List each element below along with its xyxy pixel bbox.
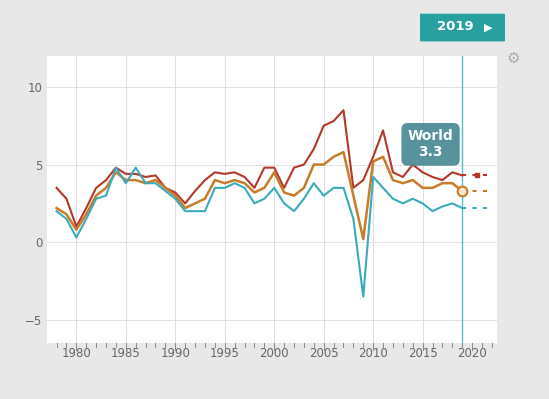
- Text: ▶: ▶: [484, 22, 492, 33]
- Text: ⚙: ⚙: [507, 50, 520, 65]
- Text: World
3.3: World 3.3: [408, 129, 453, 160]
- FancyBboxPatch shape: [414, 13, 511, 42]
- Text: 2019: 2019: [437, 20, 474, 34]
